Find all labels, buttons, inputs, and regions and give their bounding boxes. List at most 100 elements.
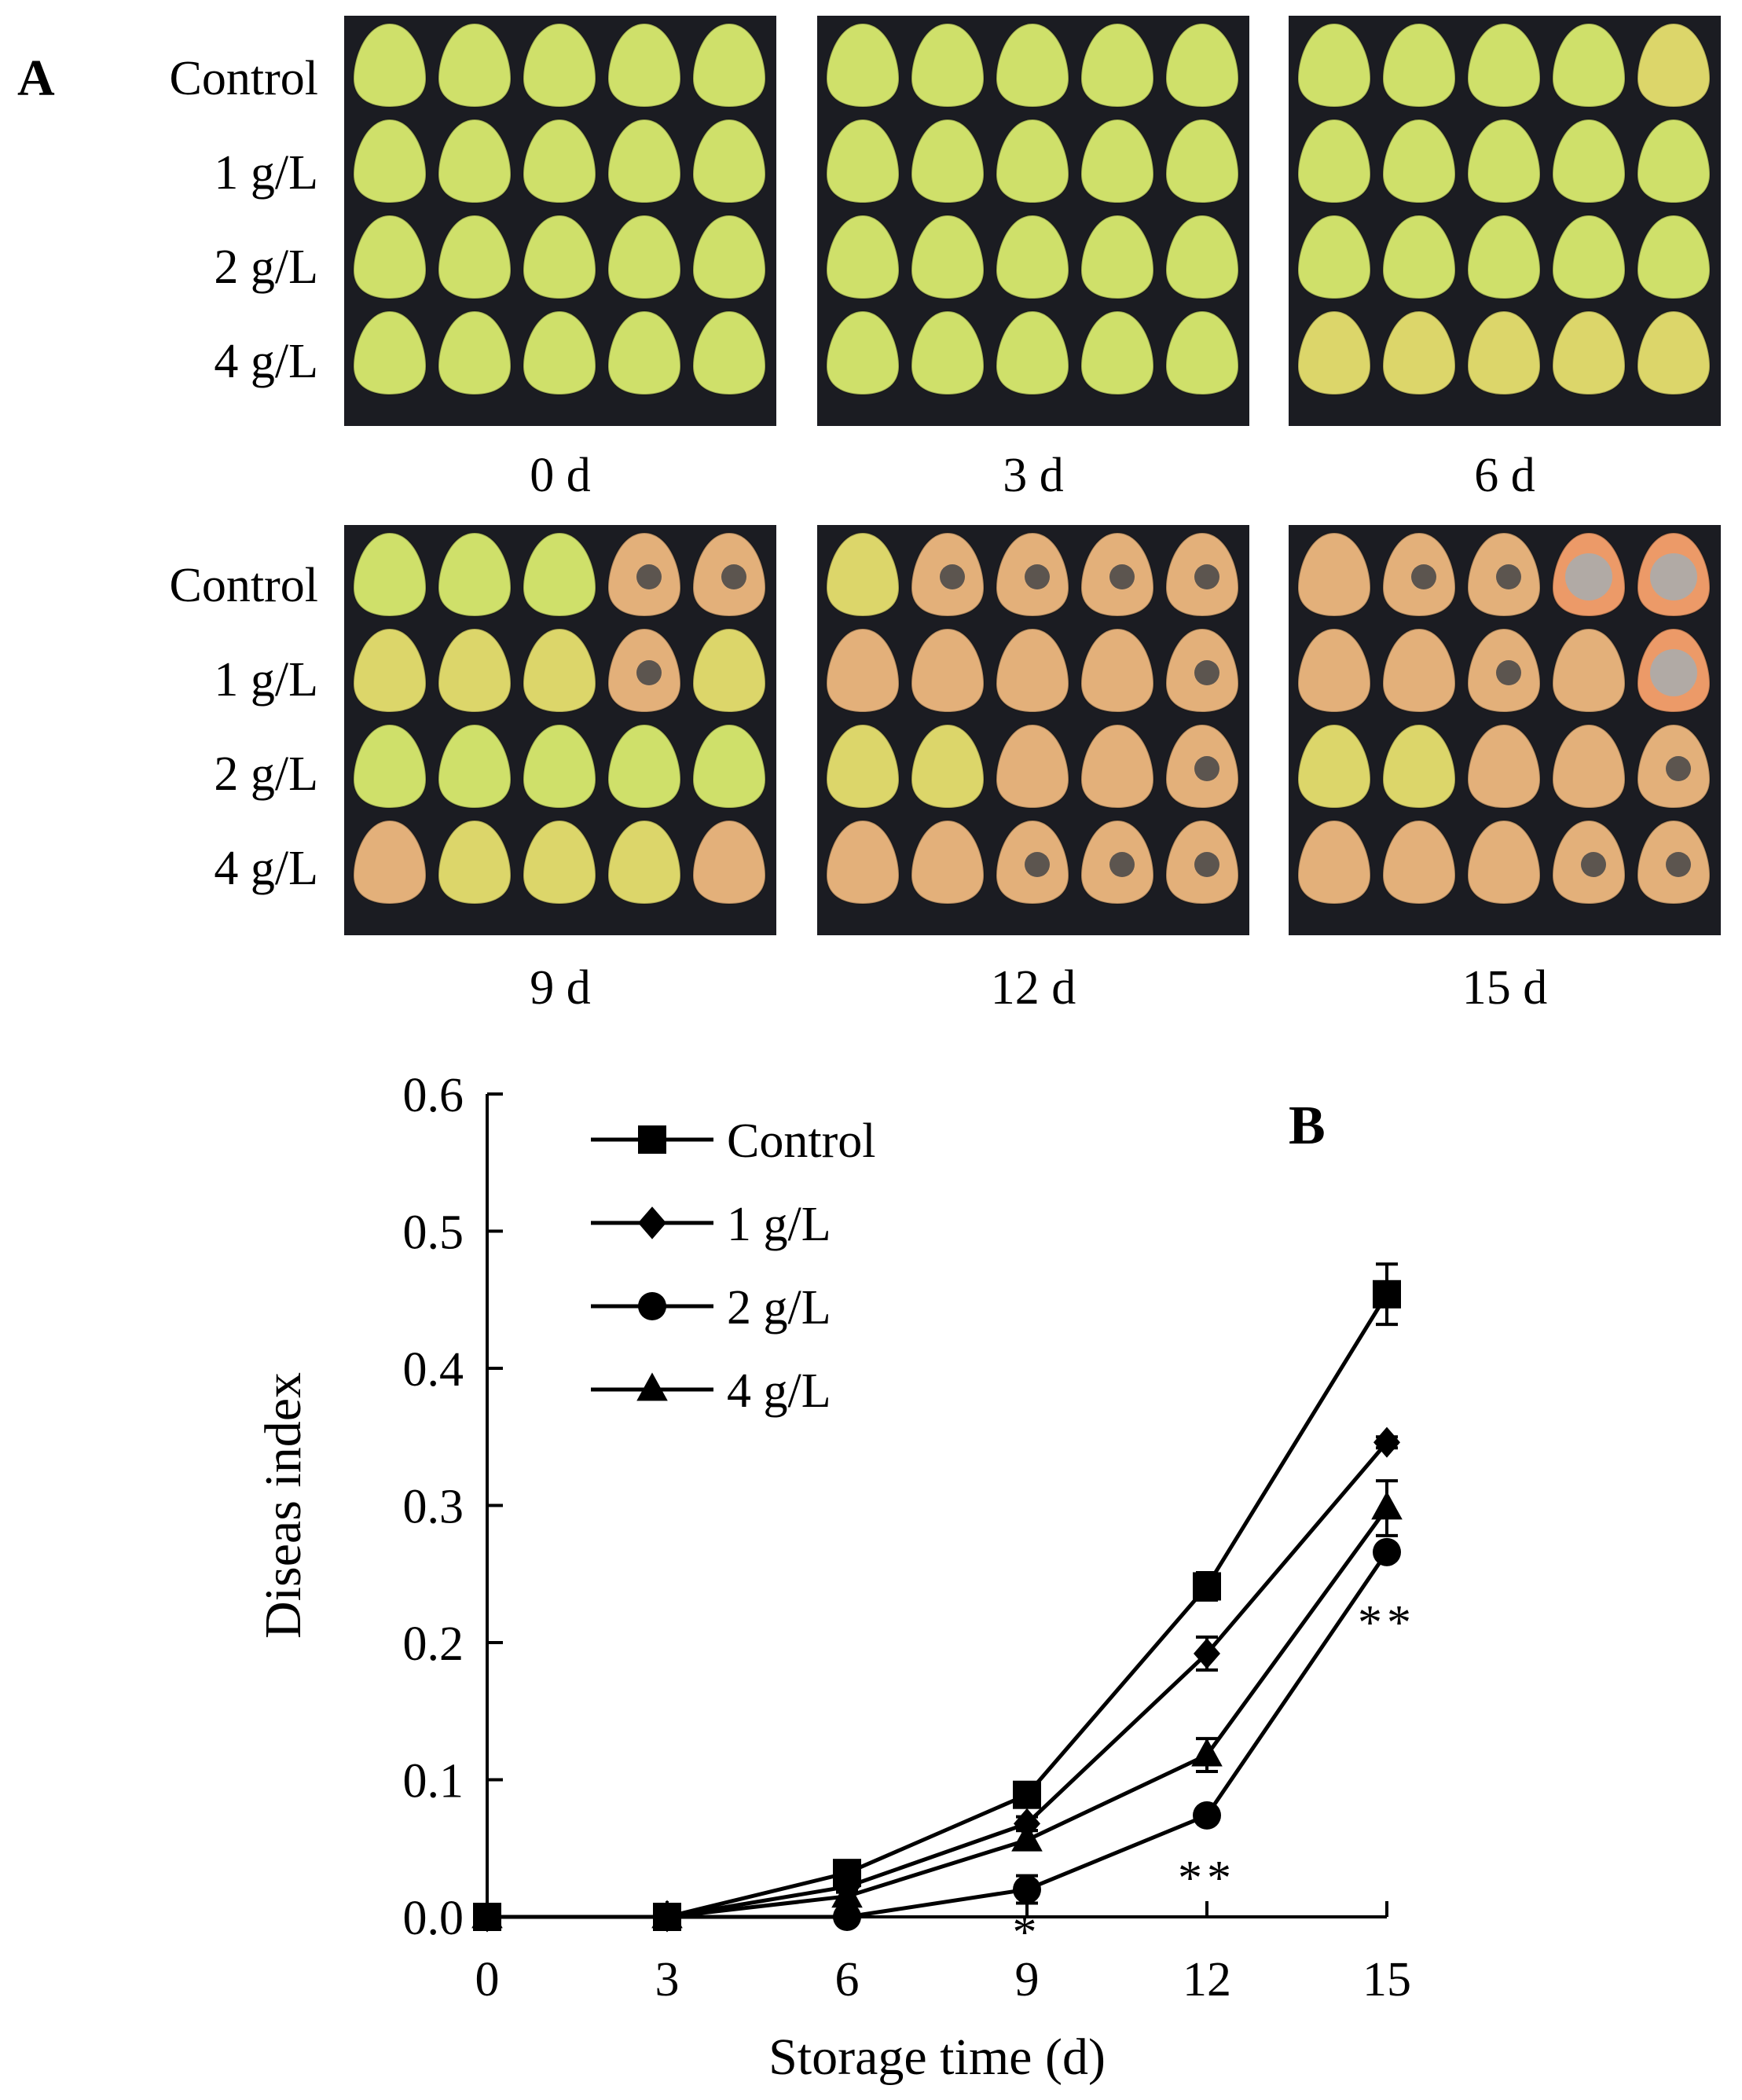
series-line-4-g-l xyxy=(487,1507,1389,1919)
row-label-4gl-bottom: 4 g/L xyxy=(214,842,318,895)
day-label-15: 15 d xyxy=(1461,961,1548,1015)
legend-label-control: Control xyxy=(727,1114,875,1168)
fruit xyxy=(607,723,682,810)
lesion-spot xyxy=(1194,564,1219,589)
series-line-2-g-l xyxy=(487,1551,1389,1919)
data-point-control xyxy=(1013,1780,1041,1809)
row-label-1gl-top: 1 g/L xyxy=(214,146,318,200)
fruit xyxy=(522,723,597,810)
fruit xyxy=(691,214,767,300)
photo-day-12 xyxy=(817,525,1249,935)
fruit xyxy=(352,310,427,396)
fruit xyxy=(1551,627,1626,714)
day-label-6: 6 d xyxy=(1474,449,1535,502)
day-label-12: 12 d xyxy=(990,961,1076,1015)
fruit xyxy=(352,22,427,108)
fruit xyxy=(995,214,1070,300)
fruit xyxy=(1466,214,1542,300)
fruit xyxy=(995,310,1070,396)
lesion-spot xyxy=(721,564,746,589)
photo-day-6-drawing xyxy=(1296,22,1711,396)
fruit xyxy=(910,627,985,714)
fruit xyxy=(437,22,512,108)
fruit xyxy=(607,22,682,108)
lesion-spot xyxy=(636,660,662,685)
data-point-2-g-l xyxy=(1373,1537,1401,1566)
fruit xyxy=(910,310,985,396)
fruit xyxy=(825,819,900,905)
photo-day-12-drawing xyxy=(825,531,1240,905)
lesion-spot xyxy=(1109,852,1135,877)
fruit xyxy=(1551,723,1626,810)
data-point-control xyxy=(1193,1572,1221,1601)
fruit xyxy=(437,627,512,714)
fruit xyxy=(437,819,512,905)
fruit xyxy=(1381,723,1457,810)
fruit xyxy=(607,819,682,905)
photo-day-15-drawing xyxy=(1296,531,1711,905)
significance-mark: ** xyxy=(1178,1852,1236,1905)
legend: Control 1 g/L 2 g/L 4 g/L xyxy=(591,1114,875,1418)
fruit xyxy=(1466,310,1542,396)
x-tick-label: 15 xyxy=(1362,1953,1411,2006)
panel-a-label: A xyxy=(17,50,55,107)
data-point-2-g-l xyxy=(1013,1875,1041,1904)
fruit xyxy=(352,627,427,714)
legend-marker-1-g-l xyxy=(638,1206,666,1239)
data-point-4-g-l xyxy=(1371,1491,1403,1520)
x-tick-label: 6 xyxy=(835,1953,860,2006)
fruit xyxy=(1080,118,1155,204)
fruit xyxy=(1164,310,1240,396)
legend-marker-2-g-l xyxy=(638,1292,666,1320)
y-tick-label: 0.3 xyxy=(403,1481,464,1534)
fruit xyxy=(607,310,682,396)
lesion-spot xyxy=(1496,660,1521,685)
lesion-spot xyxy=(1666,852,1691,877)
fruit xyxy=(691,22,767,108)
series-2-g-l xyxy=(473,1537,1401,1931)
fruit xyxy=(607,214,682,300)
fruit xyxy=(1296,214,1372,300)
lesion-spot xyxy=(1581,852,1606,877)
fruit xyxy=(437,118,512,204)
fruit xyxy=(437,214,512,300)
photo-day-9-drawing xyxy=(352,531,767,905)
data-point-4-g-l xyxy=(471,1900,503,1929)
fruit xyxy=(1296,118,1372,204)
lesion-spot xyxy=(940,564,965,589)
photo-day-3-drawing xyxy=(825,22,1240,396)
row-label-control-bottom: Control xyxy=(169,559,318,612)
fruit xyxy=(1164,214,1240,300)
x-tick-label: 9 xyxy=(1015,1953,1040,2006)
x-tick-label: 3 xyxy=(655,1953,680,2006)
fruit xyxy=(1296,310,1372,396)
fruit xyxy=(1381,627,1457,714)
lesion-spot xyxy=(1194,660,1219,685)
fruit xyxy=(1466,118,1542,204)
data-point-4-g-l xyxy=(1191,1738,1223,1767)
fruit xyxy=(825,531,900,618)
y-tick-label: 0.0 xyxy=(403,1892,464,1945)
data-point-1-g-l xyxy=(1373,1426,1400,1458)
fruit xyxy=(691,723,767,810)
row-label-2gl-top: 2 g/L xyxy=(214,240,318,294)
mold-patch xyxy=(1650,553,1697,600)
lesion-spot xyxy=(1194,756,1219,781)
fruit xyxy=(437,310,512,396)
legend-marker-control xyxy=(638,1125,666,1154)
fruit xyxy=(1466,22,1542,108)
fruit xyxy=(352,531,427,618)
fruit xyxy=(1164,22,1240,108)
fruit xyxy=(1080,214,1155,300)
y-tick-label: 0.4 xyxy=(403,1343,464,1397)
significance-mark: ** xyxy=(1358,1596,1416,1650)
data-point-4-g-l xyxy=(651,1900,683,1929)
fruit xyxy=(352,723,427,810)
y-tick-label: 0.1 xyxy=(403,1755,464,1808)
fruit xyxy=(522,531,597,618)
fruit xyxy=(910,214,985,300)
data-point-2-g-l xyxy=(833,1903,861,1931)
fruit xyxy=(1164,118,1240,204)
data-point-control xyxy=(1373,1279,1401,1309)
fruit xyxy=(437,531,512,618)
